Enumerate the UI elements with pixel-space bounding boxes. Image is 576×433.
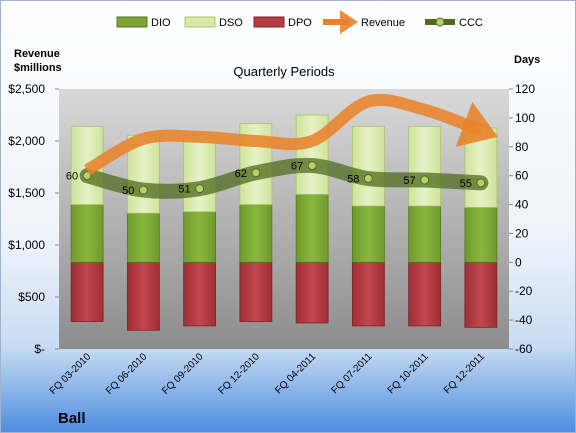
right-tick-label: 20	[515, 226, 529, 240]
ccc-line	[79, 157, 489, 199]
right-tick-label: 80	[515, 140, 529, 154]
right-tick-label: 120	[515, 82, 535, 96]
ccc-point	[420, 175, 430, 185]
chart-subtitle: Quarterly Periods	[233, 64, 335, 79]
dpo-bar	[295, 261, 329, 324]
right-tick-label: -60	[515, 342, 533, 356]
ccc-point	[363, 174, 373, 184]
legend-swatch-dio	[116, 16, 148, 28]
ccc-data-label: 60	[66, 171, 78, 183]
company-label: Ball	[58, 410, 86, 427]
dio-bar	[464, 207, 498, 263]
legend: DIO DSO DPO Revenue CCC	[116, 10, 483, 34]
x-tick-label: FQ 04-2011	[273, 351, 318, 396]
revenue-line	[84, 93, 498, 176]
ccc-data-label: 55	[460, 178, 472, 190]
dio-bar	[183, 211, 217, 263]
dpo-bar	[183, 261, 217, 327]
dio-bar	[295, 194, 329, 263]
dpo-bar	[239, 261, 273, 322]
ccc-point	[195, 184, 205, 194]
legend-swatch-dpo	[253, 16, 285, 28]
legend-swatch-dso	[184, 16, 216, 28]
ccc-point	[476, 178, 486, 188]
left-tick-label: $2,500	[8, 82, 45, 96]
x-tick-label: FQ 07-2011	[330, 351, 375, 396]
x-axis: FQ 03-2010 FQ 06-2010 FQ 09-2010 FQ 12-2010…	[48, 351, 488, 397]
dio-bar	[408, 205, 442, 263]
ccc-data-label: 50	[122, 185, 134, 197]
ccc-point	[138, 185, 148, 195]
right-axis-title: Days	[514, 54, 540, 66]
ccc-point	[251, 168, 261, 178]
ccc-point	[307, 161, 317, 171]
dpo-bar	[351, 261, 385, 327]
left-tick-label: $1,500	[8, 186, 45, 200]
legend-label-ccc: CCC	[459, 17, 483, 29]
dio-bar	[351, 205, 385, 263]
line-series: 60 50 51 62 67 58 57 55	[66, 93, 498, 199]
ccc-data-label: 62	[235, 168, 247, 180]
plot-area	[59, 89, 509, 349]
x-tick-label: FQ 10-2011	[386, 351, 431, 396]
legend-label-dpo: DPO	[288, 17, 312, 29]
right-tick-label: 60	[515, 169, 529, 183]
right-tick-label: -40	[515, 313, 533, 327]
dio-bar	[239, 204, 273, 263]
x-tick-label: FQ 03-2010	[48, 351, 94, 397]
left-tick-label: $2,000	[8, 134, 45, 148]
dso-bar	[464, 127, 498, 208]
left-tick-label: $-	[34, 342, 45, 356]
ccc-data-label: 57	[403, 175, 415, 187]
x-tick-label: FQ 12-2011	[442, 351, 487, 396]
legend-label-revenue: Revenue	[361, 17, 405, 29]
legend-swatch-ccc-marker	[435, 17, 445, 27]
ccc-data-label: 51	[178, 184, 190, 196]
dso-bar	[183, 134, 217, 213]
dpo-bar	[126, 261, 160, 331]
right-tick-label: 100	[515, 111, 535, 125]
dpo-bar	[70, 261, 104, 322]
legend-label-dso: DSO	[219, 17, 243, 29]
ccc-data-label: 58	[347, 174, 359, 186]
right-tick-label: 0	[515, 255, 522, 269]
dpo-bar	[408, 261, 442, 327]
dso-bar	[351, 126, 385, 207]
bar-series	[70, 114, 498, 331]
dso-bar	[295, 114, 329, 195]
left-axis-title-line2: $millions	[14, 62, 62, 74]
x-tick-label: FQ 12-2010	[216, 351, 262, 397]
dpo-bar	[464, 261, 498, 328]
dso-bar	[408, 126, 442, 207]
dio-bar	[126, 212, 160, 263]
right-tick-label: -20	[515, 284, 533, 298]
ccc-data-label: 67	[291, 161, 303, 173]
x-tick-label: FQ 09-2010	[160, 351, 206, 397]
dio-bar	[70, 204, 104, 263]
left-axis: $- $500 $1,000 $1,500 $2,000 $2,500	[8, 82, 59, 356]
left-tick-label: $500	[18, 290, 45, 304]
right-axis: -60 -40 -20 0 20 40 60 80 100 120	[509, 82, 535, 356]
left-axis-title-line1: Revenue	[14, 48, 60, 60]
left-tick-label: $1,000	[8, 238, 45, 252]
legend-label-dio: DIO	[151, 17, 171, 29]
x-tick-label: FQ 06-2010	[104, 351, 150, 397]
right-tick-label: 40	[515, 198, 529, 212]
